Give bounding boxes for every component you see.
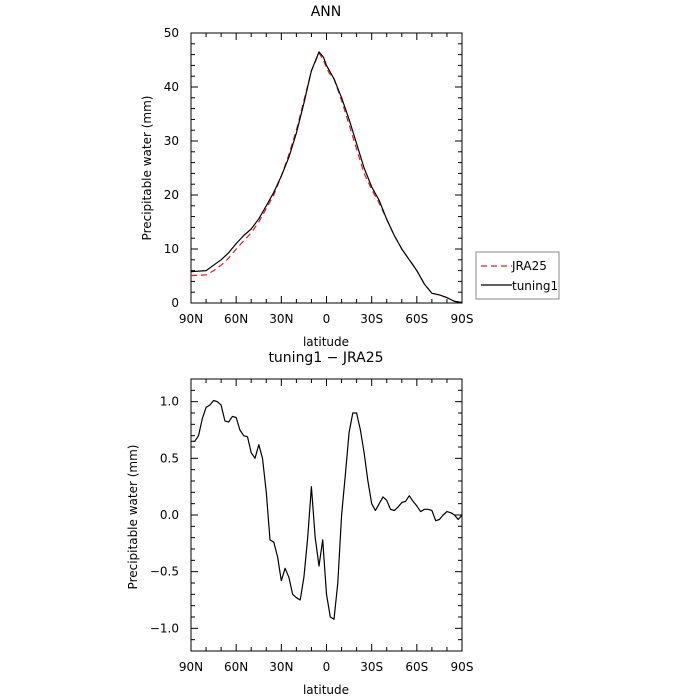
legend-label-tuning1: tuning1	[512, 279, 558, 293]
panel-top-annual-mean: ANN 90N 60N 30N 0 30S 60S 90S 0 10 20 30 40 50 lati…	[140, 4, 560, 349]
y-tick-label: 40	[164, 80, 179, 94]
y-tick-label: −0.5	[150, 565, 179, 579]
y-axis-ticks: 0 10 20 30 40 50	[164, 26, 462, 310]
x-tick-label: 60N	[224, 660, 248, 674]
x-tick-label: 0	[323, 312, 331, 326]
x-axis-label: latitude	[303, 683, 349, 697]
x-tick-label: 60N	[224, 312, 248, 326]
plot-frame	[190, 32, 463, 304]
y-tick-label: 0.5	[160, 451, 179, 465]
x-tick-label: 60S	[405, 312, 428, 326]
series-lines	[190, 51, 463, 304]
y-tick-label: 50	[164, 26, 179, 40]
series-line-tuning1	[190, 51, 463, 304]
x-axis-ticks: 90N 60N 30N 0 30S 60S 90S	[179, 33, 474, 326]
y-tick-label: 20	[164, 188, 179, 202]
plot-frame	[190, 378, 463, 652]
x-tick-label: 30N	[269, 312, 293, 326]
chart-title: ANN	[311, 4, 342, 20]
x-tick-label: 30S	[360, 660, 383, 674]
panel-bottom-difference: tuning1 − JRA25 90N 60N 30N 0 30S 60S 90S −1.0…	[126, 350, 473, 697]
y-tick-label: 10	[164, 242, 179, 256]
x-tick-label: 30S	[360, 312, 383, 326]
y-tick-label: 30	[164, 134, 179, 148]
x-axis-label: latitude	[303, 335, 349, 349]
series-line-series-0	[191, 399, 463, 620]
x-tick-label: 90S	[451, 312, 474, 326]
chart-title: tuning1 − JRA25	[268, 350, 383, 366]
legend: JRA25 tuning1	[475, 251, 560, 300]
legend-box	[475, 251, 560, 300]
legend-label-jra25: JRA25	[511, 259, 547, 273]
x-tick-label: 90S	[451, 660, 474, 674]
series-lines	[191, 399, 463, 620]
y-axis-ticks: −1.0 −0.5 0.0 0.5 1.0	[150, 378, 462, 652]
y-axis-label: Precipitable water (mm)	[126, 445, 140, 590]
x-tick-label: 30N	[269, 660, 293, 674]
y-tick-label: 1.0	[160, 395, 179, 409]
y-axis-label: Precipitable water (mm)	[140, 96, 154, 241]
x-tick-label: 60S	[405, 660, 428, 674]
x-tick-label: 90N	[179, 660, 203, 674]
y-tick-label: −1.0	[150, 621, 179, 635]
y-tick-label: 0.0	[160, 508, 179, 522]
x-tick-label: 0	[323, 660, 331, 674]
series-line-jra25	[190, 52, 463, 304]
x-tick-label: 90N	[179, 312, 203, 326]
y-tick-label: 0	[171, 296, 179, 310]
x-axis-ticks: 90N 60N 30N 0 30S 60S 90S	[179, 379, 474, 674]
